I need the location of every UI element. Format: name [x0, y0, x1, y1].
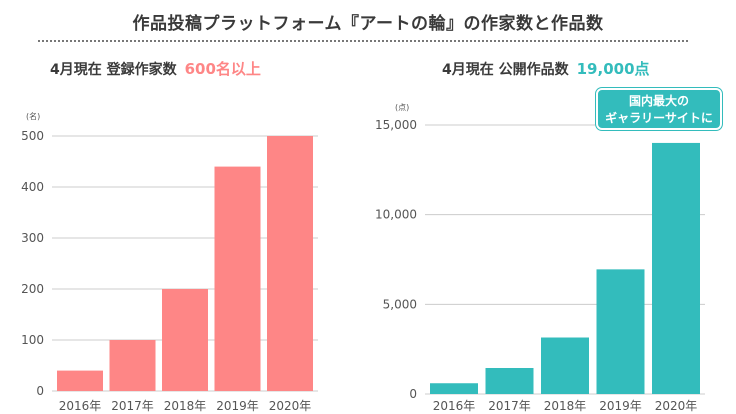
title-divider	[38, 40, 688, 42]
authors-y-tick-label: 300	[21, 231, 44, 245]
artworks-x-tick-label: 2017年	[488, 399, 531, 413]
authors-bar	[109, 340, 156, 391]
authors-y-tick-label: 500	[21, 129, 44, 143]
artworks-x-tick-label: 2020年	[655, 399, 698, 413]
artworks-bar	[652, 142, 700, 394]
artworks-bar	[485, 367, 534, 394]
artworks-y-tick-label: 5,000	[383, 297, 417, 311]
artworks-y-tick-label: 0	[409, 387, 417, 401]
left-panel-label: 4月現在 登録作家数	[50, 62, 177, 78]
callout-line-1: 国内最大の	[628, 94, 689, 108]
right-panel-highlight: 19,000点	[576, 60, 650, 78]
authors-bar	[214, 166, 261, 391]
authors-y-tick-label: 0	[36, 384, 44, 398]
authors-x-tick-label: 2020年	[269, 399, 312, 413]
artworks-y-tick-label: 15,000	[375, 118, 417, 132]
authors-x-tick-label: 2016年	[59, 399, 102, 413]
artworks-bar	[596, 269, 645, 394]
left-panel-heading: 4月現在 登録作家数 600名以上	[50, 58, 261, 79]
artworks-bar	[541, 337, 589, 394]
page-title: 作品投稿プラットフォーム『アートの輪』の作家数と作品数	[132, 14, 604, 34]
artworks-bar	[430, 383, 478, 394]
artworks-x-tick-label: 2016年	[433, 399, 476, 413]
authors-y-tick-label: 400	[21, 180, 44, 194]
artworks-x-tick-label: 2018年	[544, 399, 587, 413]
artworks-unit-label: (点)	[395, 103, 409, 112]
artworks-y-tick-label: 10,000	[375, 208, 417, 222]
left-panel-highlight: 600名以上	[184, 60, 261, 78]
authors-unit-label: (名)	[26, 111, 40, 121]
authors-bar	[162, 289, 208, 391]
right-panel-label: 4月現在 公開作品数	[442, 62, 569, 78]
authors-x-tick-label: 2018年	[164, 399, 207, 413]
right-panel-heading: 4月現在 公開作品数 19,000点	[442, 58, 650, 79]
authors-bar	[57, 370, 103, 391]
authors-y-tick-label: 100	[21, 333, 44, 347]
authors-x-tick-label: 2019年	[216, 399, 259, 413]
callout-line-2: ギャラリーサイトに	[605, 111, 713, 125]
authors-bar	[267, 136, 313, 391]
authors-y-tick-label: 200	[21, 282, 44, 296]
authors-x-tick-label: 2017年	[111, 399, 154, 413]
artworks-x-tick-label: 2019年	[599, 399, 642, 413]
largest-gallery-callout: 国内最大の ギャラリーサイトに	[596, 88, 722, 130]
